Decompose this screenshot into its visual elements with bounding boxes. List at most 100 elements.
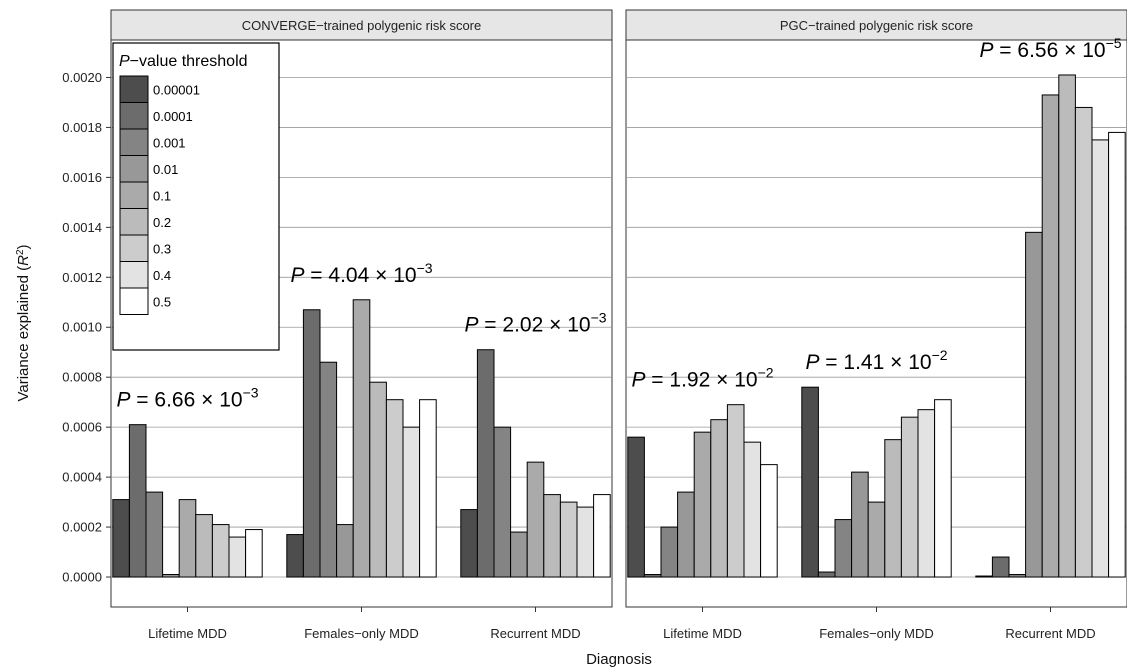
bar [834,519,853,578]
bar [195,514,213,578]
pvalue-label: P = 4.04 × 10−3 [290,260,432,287]
bar [693,431,712,578]
bar [385,399,404,578]
bar [145,491,164,578]
bar [975,575,993,578]
bar [934,399,952,578]
bar [1108,131,1126,578]
x-axis: Lifetime MDD Females−only MDD Recurrent MD… [148,607,1096,641]
y-tick-label: 0.0008 [62,370,102,385]
x-tick-label: Recurrent MDD [490,626,580,641]
bar [302,309,321,578]
legend-label: 0.1 [153,188,171,203]
pvalue-label: P = 1.92 × 10−2 [631,365,773,392]
y-tick-label: 0.0018 [62,120,102,135]
legend-swatch [119,102,149,130]
legend-swatch [119,208,149,236]
bar [660,526,679,578]
pvalue-annotations: P = 6.66 × 10−3 P = 4.04 × 10−3 P = 2.02 ×… [116,260,606,412]
bar [1008,574,1027,578]
bar [419,399,437,578]
y-tick-label: 0.0020 [62,70,102,85]
pvalue-label: P = 2.02 × 10−3 [464,310,606,337]
legend-swatch [119,261,149,289]
bars [112,299,611,578]
y-tick-label: 0.0014 [62,220,102,235]
legend-items: 0.00001 0.0001 0.001 0.01 0.1 0.2 0.3 0.4 0.5 [119,75,200,315]
bar [162,574,180,578]
legend-label: 0.0001 [153,109,193,124]
bar [1074,106,1093,578]
bar [1025,231,1043,578]
legend-label: 0.01 [153,162,178,177]
pvalue-annotations: P = 1.92 × 10−2 P = 1.41 × 10−2 P = 6.56 ×… [631,35,1121,392]
legend-label: 0.00001 [153,82,200,97]
bar [643,574,662,578]
x-tick-label: Lifetime MDD [663,626,742,641]
legend-label: 0.2 [153,215,171,230]
bar [402,426,421,578]
bar [1041,94,1060,578]
bar [543,494,561,578]
legend-swatch [119,155,149,183]
y-tick-label: 0.0012 [62,270,102,285]
x-tick-label: Recurrent MDD [1005,626,1095,641]
y-tick-label: 0.0006 [62,420,102,435]
y-tick-label: 0.0010 [62,320,102,335]
bar [493,426,512,578]
bar [867,501,886,578]
panel-pgc: PGC−trained polygenic risk score P = 1.9… [625,9,1127,608]
legend-label: 0.4 [153,268,171,283]
pvalue-label: P = 1.41 × 10−2 [805,347,947,374]
bars [627,74,1126,578]
bar [801,386,819,578]
bar [559,501,578,578]
bar [726,404,745,578]
bar [1091,139,1110,578]
y-axis-title: Variance explained (R2) [15,244,33,401]
bar [128,424,147,578]
panel-strip [110,9,613,41]
legend-swatch [119,287,149,315]
bar [211,524,230,578]
bar [627,436,645,578]
bar [526,461,545,578]
bar [884,439,902,578]
x-tick-label: Lifetime MDD [148,626,227,641]
bar [510,531,528,578]
legend-label: 0.001 [153,135,186,150]
bar [178,499,197,578]
bar [743,441,762,578]
panel-title: CONVERGE−trained polygenic risk score [242,18,482,33]
legend-swatch [119,234,149,262]
bar [228,536,247,578]
pvalue-label: P = 6.56 × 10−5 [979,35,1121,62]
y-tick-label: 0.0004 [62,470,102,485]
bar [460,509,478,578]
bar [352,299,371,578]
bar [851,471,869,578]
bar [817,571,836,578]
bar [369,381,387,578]
bar [319,361,338,578]
x-tick-label: Females−only MDD [304,626,419,641]
bar [900,416,919,578]
bar [112,499,130,578]
legend-label: 0.3 [153,241,171,256]
x-tick-label: Females−only MDD [819,626,934,641]
panel-title: PGC−trained polygenic risk score [780,18,973,33]
y-tick-label: 0.0000 [62,570,102,585]
legend: P−value threshold 0.00001 0.0001 0.001 0.01… [112,42,280,351]
bar [336,524,354,578]
bar [286,534,304,578]
bar [760,464,778,578]
bar [710,419,728,578]
y-axis: 0.0000 0.0002 0.0004 0.0006 0.0008 0.0010 0.00… [62,70,111,585]
x-axis-title: Diagnosis [586,651,652,667]
legend-swatch [119,128,149,156]
bar [917,409,936,578]
bar [245,529,263,578]
bar [1058,74,1076,578]
bar [991,556,1010,578]
